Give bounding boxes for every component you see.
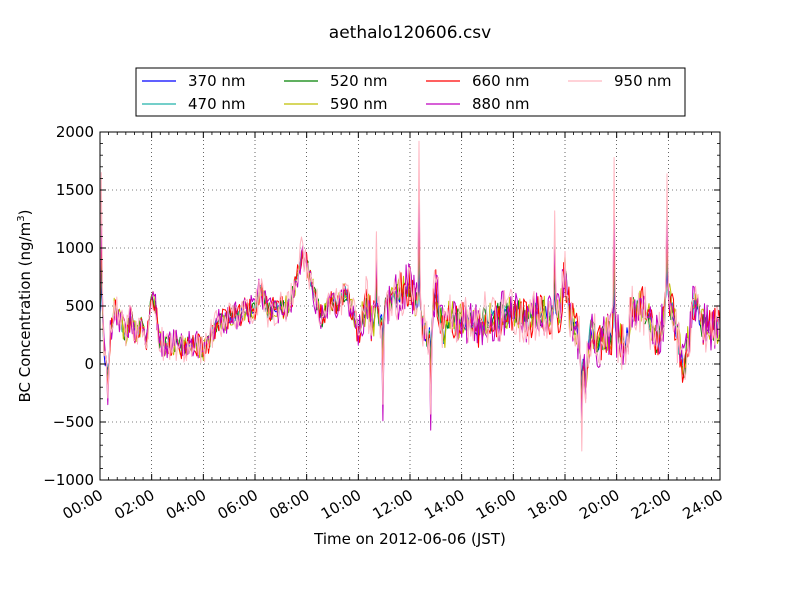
x-tick-label: 24:00 <box>680 486 726 523</box>
y-tick-label: 1500 <box>56 181 94 199</box>
x-tick-label: 14:00 <box>421 486 467 523</box>
chart-title: aethalo120606.csv <box>329 23 491 43</box>
legend-label: 950 nm <box>614 72 672 90</box>
x-tick-label: 04:00 <box>163 486 209 523</box>
y-tick-label: 500 <box>65 297 94 315</box>
x-tick-label: 18:00 <box>525 486 571 523</box>
legend-box <box>135 67 686 117</box>
legend-label: 660 nm <box>472 72 530 90</box>
y-tick-labels: −1000 −500 0 500 1000 1500 2000 <box>43 123 94 489</box>
x-tick-label: 08:00 <box>266 486 312 523</box>
ticks <box>99 131 721 481</box>
legend-label: 880 nm <box>472 95 530 113</box>
series-layer <box>99 140 721 452</box>
legend-label: 470 nm <box>188 95 246 113</box>
y-axis-label-main: BC Concentration (ng/m <box>16 222 34 403</box>
y-tick-label: 2000 <box>56 123 94 141</box>
series-line <box>99 201 721 418</box>
x-tick-label: 22:00 <box>628 486 674 523</box>
x-tick-label: 12:00 <box>370 486 416 523</box>
x-tick-label: 10:00 <box>318 486 364 523</box>
x-tick-label: 16:00 <box>473 486 519 523</box>
y-tick-label: −1000 <box>43 471 94 489</box>
x-axis-label: Time on 2012-06-06 (JST) <box>313 530 506 548</box>
series-line <box>99 218 721 409</box>
legend-label: 370 nm <box>188 72 246 90</box>
legend-label: 590 nm <box>330 95 388 113</box>
legend: 370 nm 470 nm 520 nm 590 nm 660 nm 880 nm 950 … <box>135 67 686 117</box>
y-tick-label: 0 <box>84 355 94 373</box>
x-tick-label: 06:00 <box>215 486 261 523</box>
y-tick-label: −500 <box>53 413 94 431</box>
y-axis-label-end: ) <box>16 210 34 216</box>
y-axis-label-sup: 3 <box>16 215 27 221</box>
legend-label: 520 nm <box>330 72 388 90</box>
grid <box>99 131 721 481</box>
y-axis-label: BC Concentration (ng/m3) <box>16 210 34 403</box>
x-tick-labels: 00:00 02:00 04:00 06:00 08:00 10:00 12:00 14:00… <box>60 486 726 523</box>
series-line <box>99 183 721 431</box>
series-line <box>99 140 721 452</box>
x-tick-label: 02:00 <box>111 486 157 523</box>
x-tick-label: 00:00 <box>60 486 106 523</box>
y-tick-label: 1000 <box>56 239 94 257</box>
x-tick-label: 20:00 <box>576 486 622 523</box>
